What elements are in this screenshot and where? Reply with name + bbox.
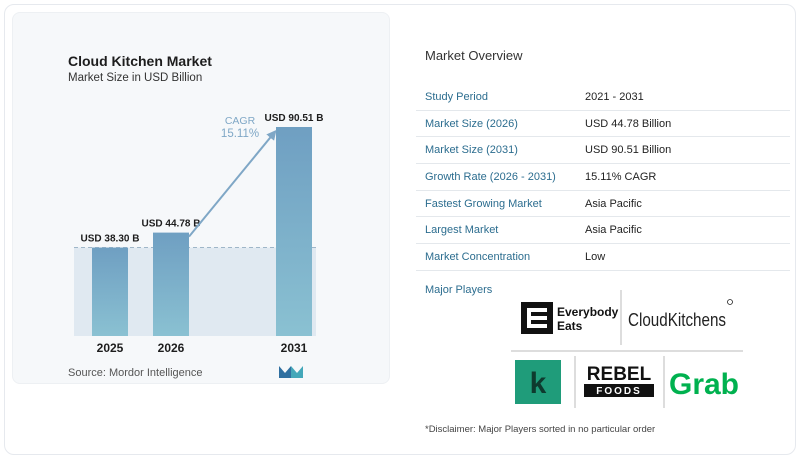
bar-value-label: USD 44.78 B — [142, 219, 201, 230]
chart-title: Cloud Kitchen Market — [68, 53, 212, 69]
disclaimer-text: *Disclaimer: Major Players sorted in no … — [425, 424, 656, 435]
row-value: USD 44.78 Billion — [585, 117, 672, 130]
category-label: 2031 — [281, 341, 308, 355]
bar-chart: USD 38.30 B 2025 USD 44.78 B 2026 USD 90.51 … — [74, 113, 324, 355]
table-row: Market Concentration Low — [416, 244, 790, 271]
chart-subtitle: Market Size in USD Billion — [68, 72, 203, 84]
row-value: 15.11% CAGR — [585, 170, 657, 183]
cagr-value: 15.11% — [221, 128, 259, 140]
table-row: Market Size (2026) USD 44.78 Billion — [416, 111, 790, 138]
bar-value-label: USD 90.51 B — [265, 113, 324, 124]
row-label: Fastest Growing Market — [425, 197, 542, 210]
cagr-label: CAGR — [225, 115, 256, 127]
row-label: Market Size (2031) — [425, 144, 518, 157]
cagr-arrow — [188, 129, 277, 238]
row-label: Market Concentration — [425, 250, 531, 263]
k-brand-logo: k — [515, 360, 561, 404]
svg-text:k: k — [530, 367, 547, 400]
major-players-label: Major Players — [425, 284, 493, 296]
rebel-foods-logo: REBEL FOODS — [584, 364, 654, 397]
table-row: Fastest Growing Market Asia Pacific — [416, 191, 790, 218]
row-label: Largest Market — [425, 224, 499, 237]
bar-2031 — [276, 127, 312, 336]
grab-logo: Grab — [669, 368, 739, 401]
table-row: Largest Market Asia Pacific — [416, 217, 790, 245]
market-overview-table: Study Period 2021 - 2031 Market Size (20… — [416, 84, 790, 271]
svg-text:Grab: Grab — [669, 368, 739, 401]
chart-source: Source: Mordor Intelligence — [68, 367, 203, 379]
row-value: USD 90.51 Billion — [585, 144, 672, 157]
mordor-logo-icon — [279, 366, 303, 378]
table-row: Study Period 2021 - 2031 — [416, 84, 790, 111]
table-row: Market Size (2031) USD 90.51 Billion — [416, 137, 790, 165]
bar-value-label: USD 38.30 B — [81, 234, 140, 245]
table-row: Growth Rate (2026 - 2031) 15.11% CAGR — [416, 164, 790, 191]
row-label: Market Size (2026) — [425, 117, 518, 130]
everybody-eats-logo: Everybody Eats — [521, 302, 619, 334]
svg-text:Everybody: Everybody — [557, 305, 619, 319]
svg-text:REBEL: REBEL — [587, 364, 652, 385]
row-value: 2021 - 2031 — [585, 90, 644, 103]
row-label: Growth Rate (2026 - 2031) — [425, 170, 556, 183]
major-players-logos: Everybody Eats CloudKitchens k REBEL FOO… — [511, 290, 743, 408]
bar-2026 — [153, 232, 189, 336]
row-value: Asia Pacific — [585, 197, 642, 210]
row-label: Study Period — [425, 90, 488, 103]
cloudkitchens-logo: CloudKitchens — [628, 299, 733, 330]
category-label: 2025 — [97, 341, 124, 355]
bar-2025 — [92, 247, 128, 336]
svg-text:Eats: Eats — [557, 319, 583, 333]
svg-text:CloudKitchens: CloudKitchens — [628, 310, 726, 330]
category-label: 2026 — [158, 341, 185, 355]
row-value: Asia Pacific — [585, 224, 642, 237]
svg-text:FOODS: FOODS — [596, 386, 642, 397]
row-value: Low — [585, 250, 606, 263]
market-overview-title: Market Overview — [425, 48, 523, 63]
